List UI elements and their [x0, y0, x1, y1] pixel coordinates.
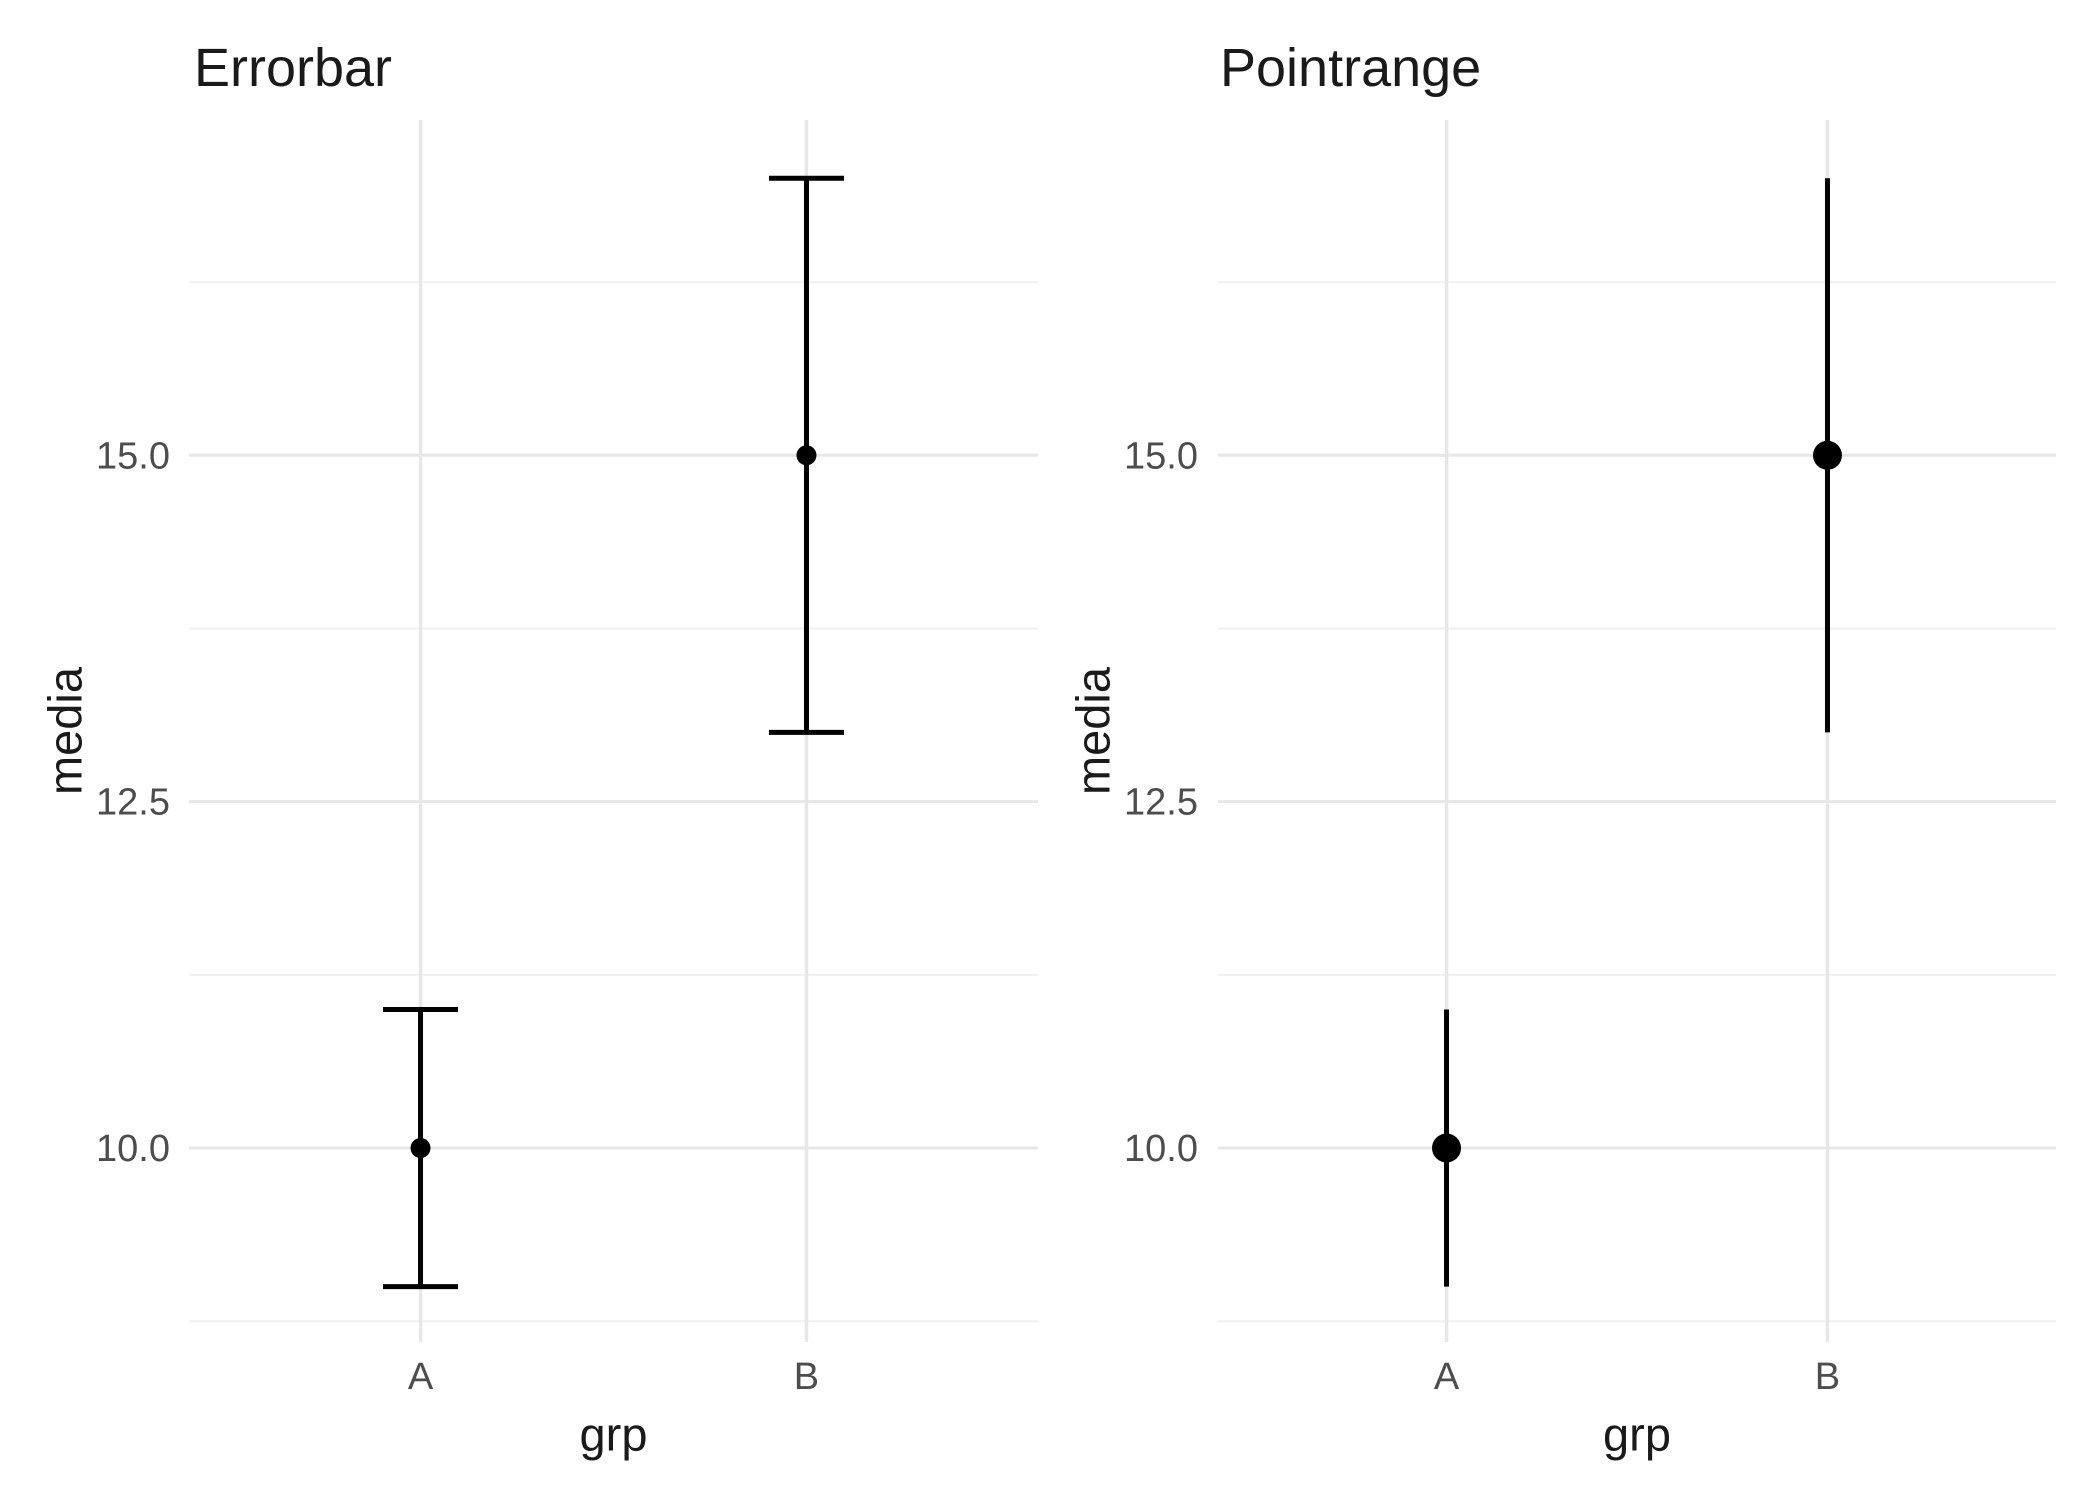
plot-title: Errorbar [194, 38, 392, 98]
x-tick-label: B [1815, 1356, 1840, 1398]
plot-title: Pointrange [1220, 38, 1481, 98]
point-B [1812, 440, 1842, 470]
x-axis-title: grp [1603, 1408, 1671, 1461]
y-tick-label: 10.0 [1124, 1128, 1198, 1170]
y-tick-label: 15.0 [1124, 435, 1198, 477]
y-tick-label: 15.0 [96, 435, 170, 477]
y-tick-label: 10.0 [96, 1128, 170, 1170]
y-tick-label: 12.5 [1124, 782, 1198, 824]
point-A [410, 1138, 431, 1159]
x-axis-title: grp [580, 1408, 648, 1461]
x-tick-label: B [794, 1356, 819, 1398]
y-axis-title: media [39, 666, 92, 795]
x-tick-label: A [1434, 1356, 1460, 1398]
y-axis-title: media [1067, 666, 1120, 795]
point-A [1432, 1133, 1462, 1163]
x-tick-label: A [408, 1356, 434, 1398]
point-B [796, 445, 817, 466]
y-tick-label: 12.5 [96, 782, 170, 824]
